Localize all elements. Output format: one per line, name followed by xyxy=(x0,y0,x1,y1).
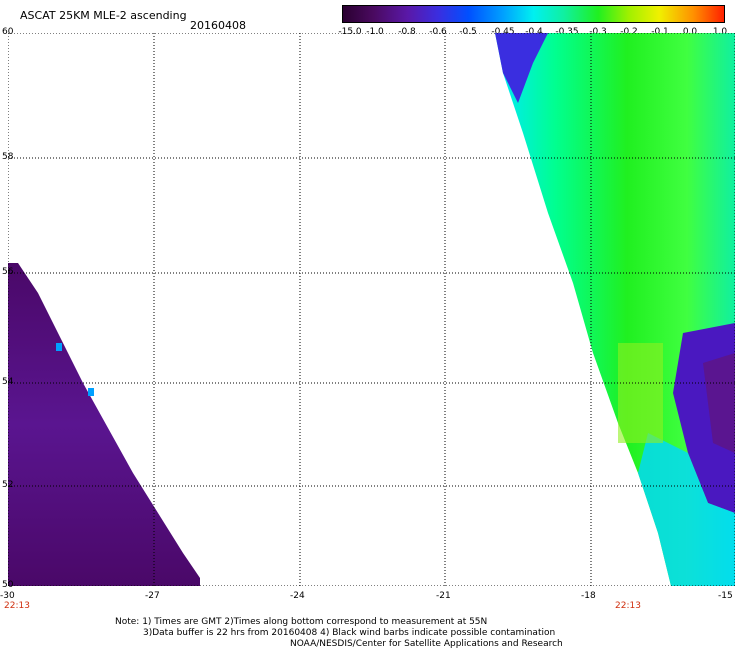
footer-credit: NOAA/NESDIS/Center for Satellite Applica… xyxy=(290,639,563,649)
right-swath-purple-core xyxy=(703,353,735,453)
footer-note-line1: Note: 1) Times are GMT 2)Times along bot… xyxy=(115,617,488,627)
colorbar-label: -0.4 xyxy=(525,27,543,37)
left-swath-blue-speck xyxy=(56,343,62,351)
colorbar-label: -1.0 xyxy=(366,27,384,37)
colorbar-label: -0.35 xyxy=(555,27,579,37)
lat-tick-label: 60 xyxy=(2,27,14,37)
pass-time-label: 22:13 xyxy=(4,601,30,611)
colorbar-label: -0.1 xyxy=(651,27,669,37)
right-swath-cyan-region xyxy=(638,433,735,586)
pass-time-label: 22:13 xyxy=(615,601,641,611)
colorbar-label: -0.8 xyxy=(398,27,416,37)
footer-note-line2: 3)Data buffer is 22 hrs from 20160408 4)… xyxy=(143,628,556,638)
colorbar-labels: -15.0 -1.0 -0.8 -0.6 -0.5 -0.45 -0.4 -0.… xyxy=(320,27,740,39)
colorbar-label: -0.45 xyxy=(491,27,515,37)
lon-tick-label: -21 xyxy=(436,591,451,601)
lat-tick-label: 50 xyxy=(2,580,14,590)
lon-tick-label: -24 xyxy=(290,591,305,601)
colorbar-label: -0.5 xyxy=(459,27,477,37)
lat-tick-label: 58 xyxy=(2,152,14,162)
right-swath-blue-edge xyxy=(495,33,548,103)
colorbar-label: -0.3 xyxy=(589,27,607,37)
colorbar-label: -0.2 xyxy=(620,27,638,37)
lon-tick-label: -30 xyxy=(0,591,15,601)
right-swath-yellowgreen xyxy=(618,343,663,443)
lon-tick-label: -15 xyxy=(718,591,733,601)
lat-tick-label: 56 xyxy=(2,267,14,277)
wind-map xyxy=(8,33,735,586)
lon-tick-label: -18 xyxy=(581,591,596,601)
colorbar xyxy=(342,5,725,23)
lon-tick-label: -27 xyxy=(145,591,160,601)
grid xyxy=(8,33,735,586)
colorbar-label: 1.0 xyxy=(712,27,728,37)
colorbar-label: -0.6 xyxy=(429,27,447,37)
left-swath-blue-speck xyxy=(88,388,94,396)
colorbar-label: -15.0 xyxy=(338,27,362,37)
left-swath xyxy=(8,263,200,586)
colorbar-label: 0.0 xyxy=(682,27,698,37)
lat-tick-label: 54 xyxy=(2,377,14,387)
map-title: ASCAT 25KM MLE-2 ascending xyxy=(20,9,187,22)
map-date: 20160408 xyxy=(190,19,246,32)
lat-tick-label: 52 xyxy=(2,480,14,490)
